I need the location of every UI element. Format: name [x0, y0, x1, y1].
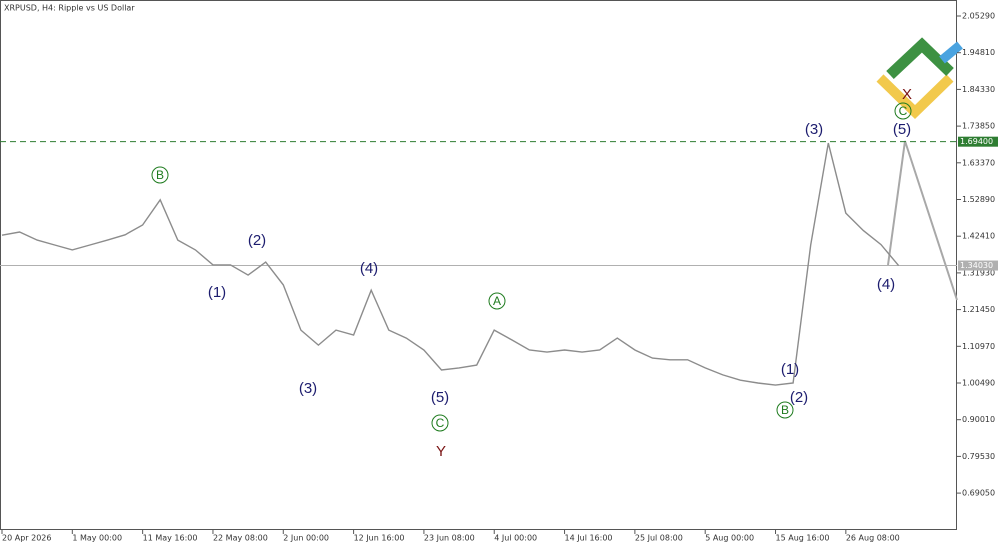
y-tick-label: 1.21450: [962, 305, 995, 314]
x-tick-label: 2 Jun 00:00: [283, 534, 329, 543]
wave-label: (4): [360, 260, 378, 277]
wave-label: (1): [781, 361, 799, 378]
price-line: [1, 142, 900, 386]
price-level-label: 1.34030: [960, 261, 993, 270]
wave-circle: [151, 166, 169, 184]
x-tick-label: 11 May 16:00: [143, 534, 198, 543]
x-tick-label: 14 Jul 16:00: [565, 534, 613, 543]
price-level-box: [958, 260, 998, 271]
wave-circle: [894, 102, 912, 120]
wave-label: B: [156, 168, 164, 182]
y-tick-label: 0.69050: [962, 489, 995, 498]
x-tick-label: 23 Jun 08:00: [424, 534, 475, 543]
x-tick-label: 15 Aug 16:00: [776, 534, 830, 543]
wave-label: (1): [208, 284, 226, 301]
wave-circle: [776, 401, 794, 419]
y-tick-label: 0.79530: [962, 452, 995, 461]
y-tick-label: 1.31930: [962, 268, 995, 277]
wave-circle: [431, 414, 449, 432]
x-tick-label: 12 Jun 16:00: [354, 534, 405, 543]
wave-label: (3): [299, 380, 317, 397]
y-tick-label: 1.52890: [962, 195, 995, 204]
wave-label: C: [436, 416, 445, 430]
x-tick-label: 26 Aug 08:00: [846, 534, 900, 543]
x-tick-label: 20 Apr 2026: [2, 534, 51, 543]
x-tick-label: 1 May 00:00: [72, 534, 122, 543]
wave-label: (5): [431, 389, 449, 406]
wave-label: A: [493, 294, 501, 308]
wave-circle: [488, 292, 506, 310]
x-tick-label: 4 Jul 00:00: [494, 534, 537, 543]
wave-label: (3): [805, 121, 823, 138]
x-tick-label: 22 May 08:00: [213, 534, 268, 543]
y-tick-label: 2.05290: [962, 12, 995, 21]
wave-label: (5): [893, 121, 911, 138]
x-tick-label: 5 Aug 00:00: [705, 534, 754, 543]
y-tick-label: 1.84330: [962, 85, 995, 94]
price-level-box: [958, 136, 998, 147]
y-tick-label: 0.90010: [962, 415, 995, 424]
price-level-label: 1.69400: [960, 137, 993, 146]
wave-label: Y: [436, 443, 446, 460]
wave-label: B: [781, 403, 789, 417]
wave-label: (2): [790, 389, 808, 406]
x-tick-label: 25 Jul 08:00: [635, 534, 683, 543]
y-tick-label: 1.73850: [962, 122, 995, 131]
wave-label: (2): [248, 232, 266, 249]
wave-label: (4): [877, 276, 895, 293]
wave-label: X: [902, 86, 912, 103]
y-tick-label: 1.00490: [962, 378, 995, 387]
y-tick-label: 1.63370: [962, 158, 995, 167]
y-tick-label: 1.42410: [962, 232, 995, 241]
y-tick-label: 1.10970: [962, 342, 995, 351]
wave-label: C: [899, 104, 908, 118]
chart-title: XRPUSD, H4: Ripple vs US Dollar: [4, 4, 135, 13]
plot-frame: [0, 0, 957, 530]
logo: [876, 37, 963, 119]
forecast-path: [887, 140, 958, 301]
y-tick-label: 1.94810: [962, 48, 995, 57]
